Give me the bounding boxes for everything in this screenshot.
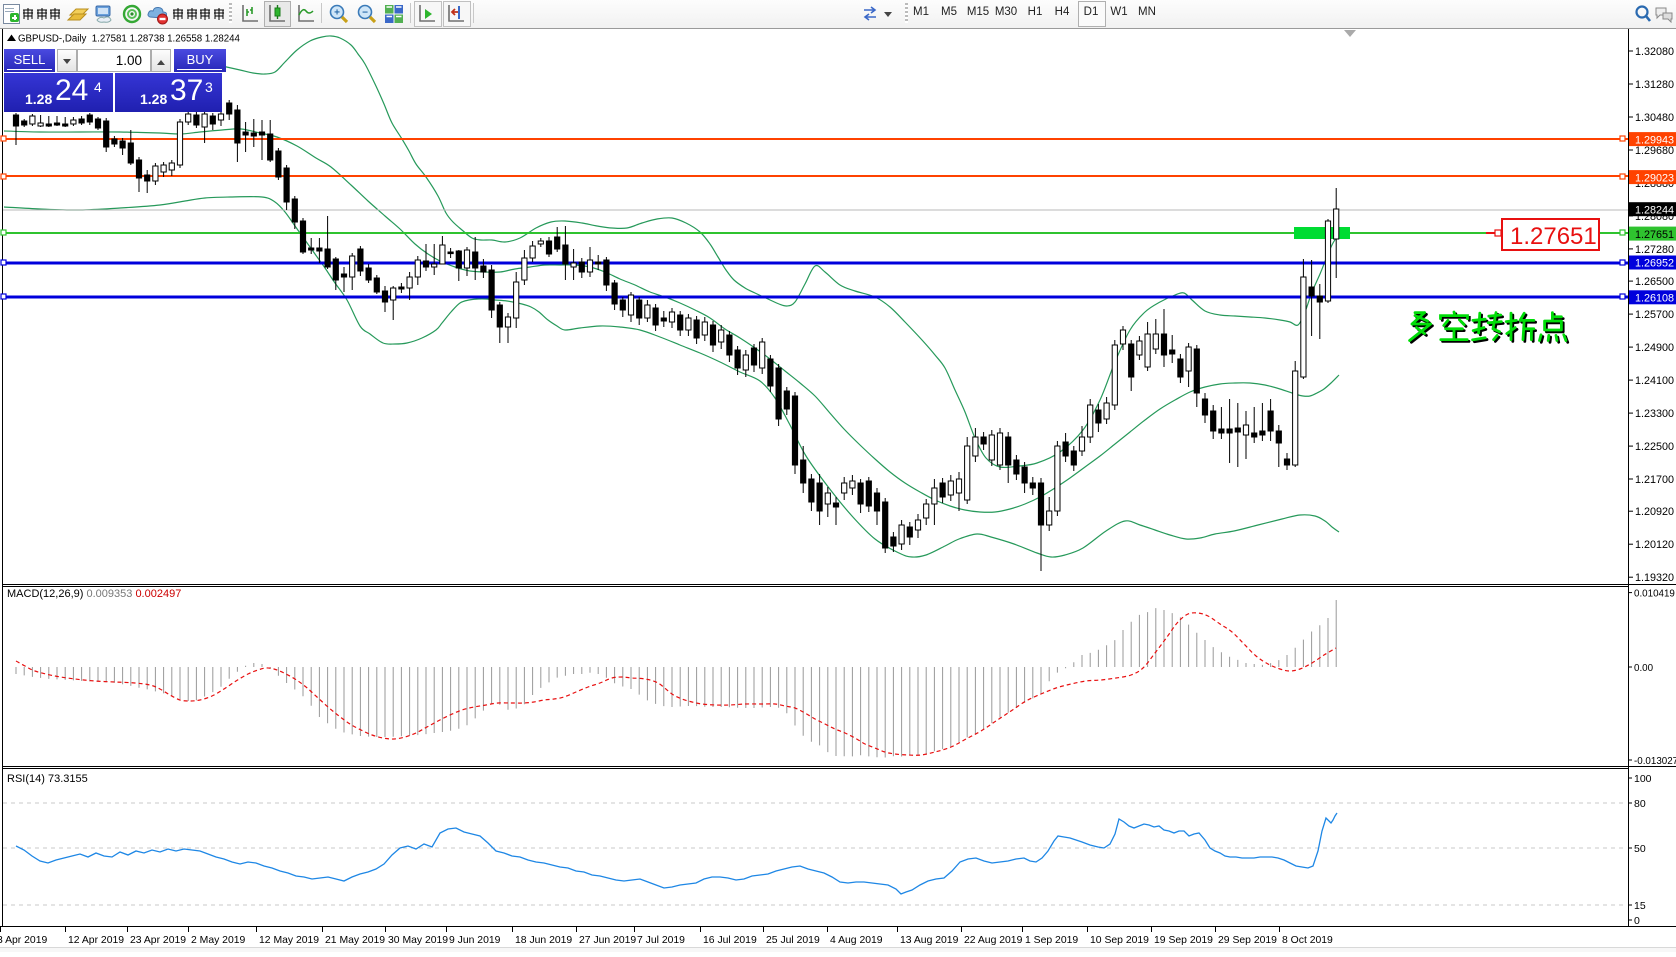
svg-text:23 Apr 2019: 23 Apr 2019 xyxy=(130,935,186,946)
svg-text:8 Oct 2019: 8 Oct 2019 xyxy=(1282,935,1333,946)
svg-text:4 Aug 2019: 4 Aug 2019 xyxy=(830,935,883,946)
svg-text:12 Apr 2019: 12 Apr 2019 xyxy=(68,935,124,946)
svg-text:15: 15 xyxy=(1634,900,1646,912)
svg-text:22 Aug 2019: 22 Aug 2019 xyxy=(964,935,1023,946)
svg-text:1.25700: 1.25700 xyxy=(1635,309,1674,321)
svg-text:1.24100: 1.24100 xyxy=(1635,375,1674,387)
svg-text:0.00: 0.00 xyxy=(1634,663,1654,674)
svg-text:1.23300: 1.23300 xyxy=(1635,408,1674,420)
svg-text:21 May 2019: 21 May 2019 xyxy=(325,935,385,946)
svg-text:1.29680: 1.29680 xyxy=(1635,145,1674,157)
svg-text:1.26952: 1.26952 xyxy=(1635,258,1674,270)
svg-text:30 May 2019: 30 May 2019 xyxy=(388,935,448,946)
svg-text:1.26108: 1.26108 xyxy=(1635,293,1674,305)
svg-text:0.010419: 0.010419 xyxy=(1634,589,1675,600)
svg-text:1.29023: 1.29023 xyxy=(1635,172,1674,184)
svg-text:1.28244: 1.28244 xyxy=(1635,204,1674,216)
svg-text:2 May 2019: 2 May 2019 xyxy=(191,935,246,946)
svg-text:1.32080: 1.32080 xyxy=(1635,46,1674,58)
svg-text:29 Sep 2019: 29 Sep 2019 xyxy=(1218,935,1277,946)
svg-text:0: 0 xyxy=(1634,915,1640,927)
svg-text:50: 50 xyxy=(1634,843,1646,855)
svg-text:1.30480: 1.30480 xyxy=(1635,112,1674,124)
svg-text:1.31280: 1.31280 xyxy=(1635,79,1674,91)
svg-text:MACD(12,26,9) 0.009353 0.00249: MACD(12,26,9) 0.009353 0.002497 xyxy=(7,588,181,600)
svg-text:19 Sep 2019: 19 Sep 2019 xyxy=(1154,935,1213,946)
svg-text:RSI(14) 73.3155: RSI(14) 73.3155 xyxy=(7,773,88,785)
svg-text:1.26500: 1.26500 xyxy=(1635,276,1674,288)
svg-text:7 Jul 2019: 7 Jul 2019 xyxy=(637,935,685,946)
svg-text:−: − xyxy=(362,8,368,19)
svg-text:13 Aug 2019: 13 Aug 2019 xyxy=(900,935,959,946)
svg-text:10 Sep 2019: 10 Sep 2019 xyxy=(1090,935,1149,946)
svg-text:18 Jun 2019: 18 Jun 2019 xyxy=(515,935,572,946)
svg-text:1.29943: 1.29943 xyxy=(1635,134,1674,146)
svg-text:1.22500: 1.22500 xyxy=(1635,441,1674,453)
svg-text:3 Apr 2019: 3 Apr 2019 xyxy=(0,935,47,946)
svg-text:-0.013027: -0.013027 xyxy=(1634,756,1676,767)
svg-text:1.20120: 1.20120 xyxy=(1635,539,1674,551)
svg-text:1.27280: 1.27280 xyxy=(1635,244,1674,256)
svg-text:1.27651: 1.27651 xyxy=(1635,229,1674,241)
svg-text:1.24900: 1.24900 xyxy=(1635,342,1674,354)
svg-text:+: + xyxy=(334,8,340,19)
svg-text:27 Jun 2019: 27 Jun 2019 xyxy=(579,935,636,946)
svg-text:1.21700: 1.21700 xyxy=(1635,474,1674,486)
svg-text:1 Sep 2019: 1 Sep 2019 xyxy=(1025,935,1078,946)
svg-text:25 Jul 2019: 25 Jul 2019 xyxy=(766,935,820,946)
svg-text:16 Jul 2019: 16 Jul 2019 xyxy=(703,935,757,946)
svg-text:100: 100 xyxy=(1634,773,1652,785)
svg-text:1.20920: 1.20920 xyxy=(1635,506,1674,518)
svg-text:1.19320: 1.19320 xyxy=(1635,572,1674,584)
svg-text:1.27651: 1.27651 xyxy=(1510,223,1597,250)
svg-text:GBPUSD-,Daily 1.27581 1.28738: GBPUSD-,Daily 1.27581 1.28738 1.26558 1.… xyxy=(18,34,241,45)
svg-text:80: 80 xyxy=(1634,798,1646,810)
svg-text:12 May 2019: 12 May 2019 xyxy=(259,935,319,946)
svg-text:9 Jun 2019: 9 Jun 2019 xyxy=(449,935,501,946)
